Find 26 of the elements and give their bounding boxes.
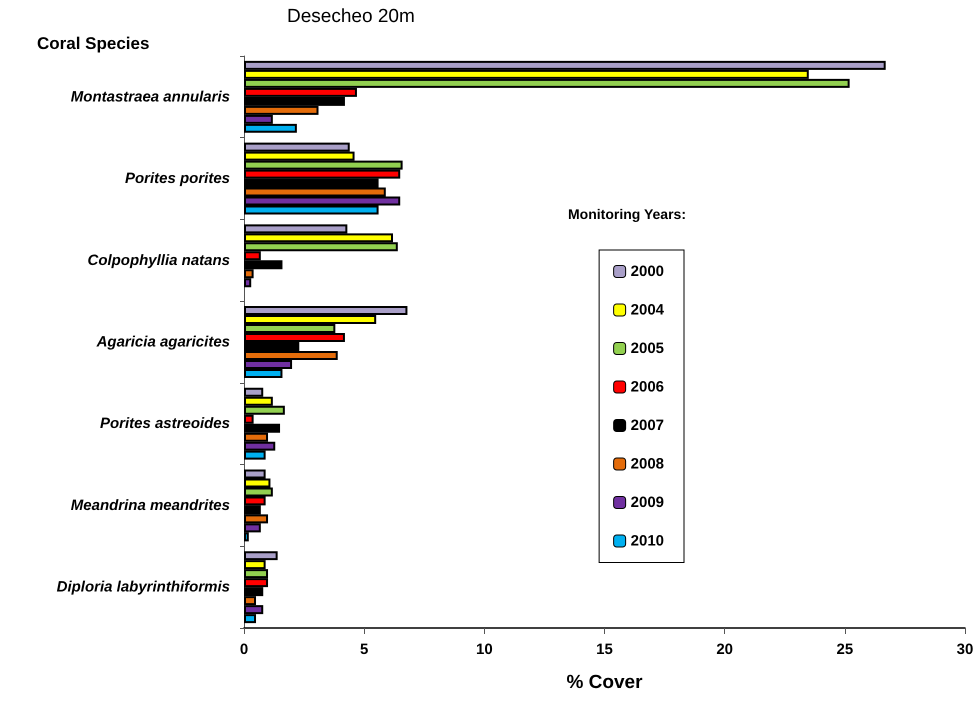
x-tick-label: 0 (240, 641, 248, 658)
x-tick-label: 5 (360, 641, 368, 658)
y-tick-label: Colpophyllia natans (87, 252, 230, 269)
y-tick-label: Agaricia agaricites (96, 334, 230, 350)
legend-label: 2000 (630, 263, 664, 280)
legend-label: 2010 (630, 532, 664, 550)
legend-label: 2005 (630, 340, 664, 357)
x-tick-label: 15 (596, 641, 613, 658)
legend-label: 2008 (630, 456, 664, 472)
x-tick-label: 10 (476, 641, 493, 658)
y-axis-title: Coral Species (37, 34, 150, 53)
legend-title: Monitoring Years: (568, 206, 686, 222)
x-tick-label: 25 (836, 641, 854, 658)
x-tick-label: 20 (716, 641, 734, 658)
x-axis-title: % Cover (566, 672, 644, 693)
legend-label: 2006 (630, 378, 664, 396)
legend-label: 2007 (630, 417, 664, 434)
chart-title: Desecheo 20m (287, 6, 415, 27)
y-tick-label: Meandrina meandrites (70, 496, 230, 514)
x-tick-label: 30 (956, 641, 974, 658)
y-tick-label: Diploria labyrinthiformis (56, 578, 230, 596)
legend-label: 2009 (630, 494, 664, 511)
y-tick-label: Porites astreoides (100, 415, 230, 432)
y-tick-label: Porites porites (124, 170, 230, 188)
legend-label: 2004 (630, 302, 665, 318)
y-tick-label: Montastraea annularis (70, 88, 230, 106)
